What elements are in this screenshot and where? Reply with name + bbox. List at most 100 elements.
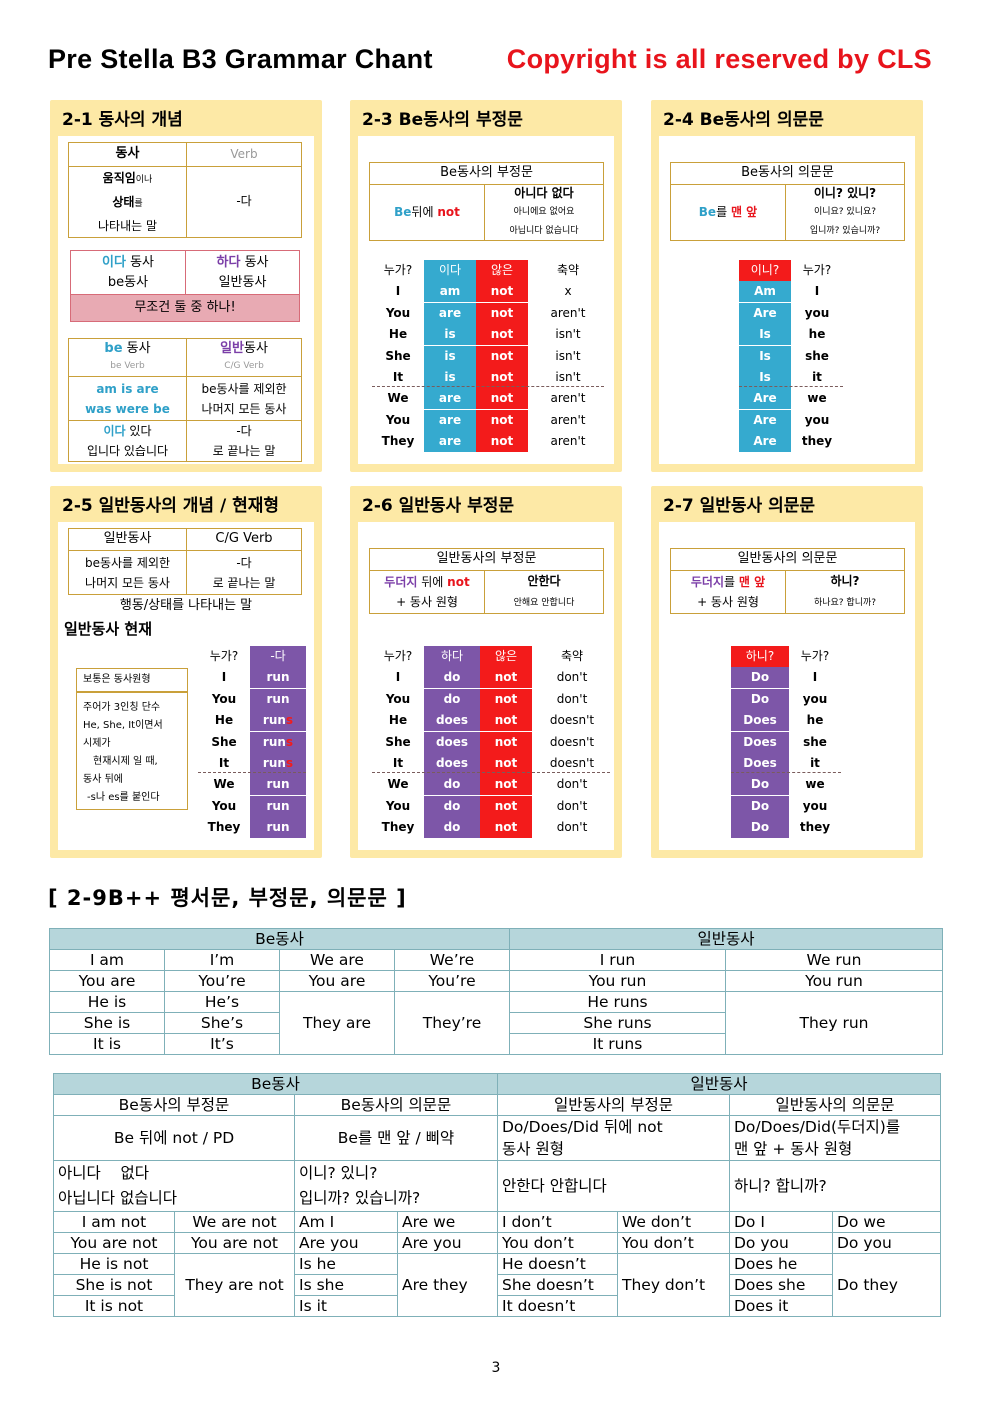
chart-row: He is not isn't [372,324,602,346]
chart-cell: not [476,388,528,410]
chart-row: They do not don't [372,817,612,839]
chart-row: Do I [731,667,871,689]
chart-cell: It [218,756,230,770]
chart-row: 누가? 이다 않은 축약 [372,260,602,281]
card-2-1: 2-1 동사의 개념 동사 Verb 움직임이나 상태를 나타내는 말 -다 이다 동사… [50,100,322,472]
chart-cell: run [250,667,306,689]
chart-cell: are [424,409,476,431]
chart-cell: Do [731,817,789,839]
chart-cell: Is [739,345,791,367]
chart-cell: not [476,302,528,324]
general-verb-table: 일반동사 C/G Verb be동사를 제외한 나머지 모든 동사 -다 로 끝나는 말 [68,528,302,595]
chart-cell: they [801,434,833,449]
chart-cell: Are [739,431,791,453]
chart-cell: 누가? [802,263,832,277]
chart-row: 이니? 누가? [739,260,879,281]
chart-cell: are [424,431,476,453]
chart-cell: She [385,348,411,363]
chart-cell: not [480,795,532,817]
chart-cell: you [802,798,828,813]
chart-cell: I [814,284,820,299]
chart-cell: 않은 [480,646,532,667]
chart-cell: Does [731,710,789,732]
chart-cell: does [424,710,480,732]
chart-cell: 누가? [383,649,413,663]
chart-cell: not [480,774,532,796]
chart-row: Does she [731,731,871,753]
chart-cell: you [804,412,830,427]
chart-row: Is it [739,367,879,388]
chart-cell: not [480,710,532,732]
chart-cell: 이다 [424,260,476,281]
chart-cell: aren't [550,305,586,320]
chart-row: We run [198,774,308,796]
chart-cell: I [395,670,401,685]
chart-cell: not [476,281,528,303]
two-verb-types-table: 이다 동사 be동사 하다 동사 일반동사 무조건 둘 중 하나! [70,250,300,322]
chart-row: It does not doesn't [372,753,612,774]
chart-cell: we [807,391,827,406]
chart-cell: 축약 [560,649,584,663]
chart-cell: Do [731,667,789,689]
chart-cell: are [424,302,476,324]
chart-cell: We [387,391,409,406]
chart-cell: 하니? [731,646,789,667]
chart-cell: doesn't [549,713,595,728]
chart-cell: Does [731,753,789,774]
chart-row: We are not aren't [372,388,602,410]
chart-row: She does not doesn't [372,731,612,753]
section-title: [ 2-9B++ 평서문, 부정문, 의문문 ] [48,886,407,910]
chart-cell: She [385,734,411,749]
chart-cell: Do [731,774,789,796]
chart-cell: Do [731,688,789,710]
chart-cell: run [250,774,306,796]
chart-cell: I [812,670,818,685]
chart-cell: she [803,734,827,749]
chart-cell: is [424,324,476,346]
card-title: 2-5 일반동사의 개념 / 현재형 [62,496,279,516]
card-title: 2-3 Be동사의 부정문 [362,110,523,130]
chart-cell: doesn't [549,734,595,749]
chart-cell: They [207,820,241,835]
card-2-7: 2-7 일반동사 의문문 일반동사의 의문문 두더지를 맨 앞 + 동사 원형 하니… [651,486,923,858]
chart-cell: Is [739,324,791,346]
chart-row: Do we [731,774,871,796]
chart-row: You run [198,688,308,710]
chart-row: Does he [731,710,871,732]
chart-cell: You [211,691,237,706]
chart-cell: 누가? [800,649,830,663]
chart-cell: He [214,713,234,728]
chart-cell: are [424,388,476,410]
page-title: Pre Stella B3 Grammar Chant [48,44,433,74]
chart-cell: isn't [555,370,581,384]
chart-cell: not [476,409,528,431]
chart-cell: not [480,731,532,753]
divider [372,386,604,388]
chart-cell: It [392,370,404,384]
verb-definition-table: 동사 Verb 움직임이나 상태를 나타내는 말 -다 [68,142,302,238]
chart-cell: he [808,327,826,342]
chart-cell: do [424,774,480,796]
chart-cell: They [381,434,415,449]
chart-row: 누가? 하다 않은 축약 [372,646,612,667]
chart-cell: not [476,324,528,346]
chart-cell: is [424,345,476,367]
chart-row: It is not isn't [372,367,602,388]
chart-cell: Do [731,795,789,817]
chart-cell: does [424,753,480,774]
card-title: 2-6 일반동사 부정문 [362,496,515,516]
chart-cell: not [480,688,532,710]
statement-table: Be동사 일반동사 I am I’m We are We’re I run We run Y… [49,928,943,1055]
chart-cell: don't [556,798,588,813]
chart-cell: Are [739,302,791,324]
chart-cell: Am [739,281,791,303]
chart-cell: run [250,688,306,710]
chart-cell: You [385,412,411,427]
divider [372,772,610,774]
chart-cell: We [213,777,235,792]
chart-row: You are not aren't [372,409,602,431]
note-third-person: 주어가 3인칭 단수 He, She, It이면서 시제가 현재시제 일 때, 동사 뒤… [76,692,188,810]
chart-row: She runs [198,731,308,753]
chart-cell: they [799,820,831,835]
